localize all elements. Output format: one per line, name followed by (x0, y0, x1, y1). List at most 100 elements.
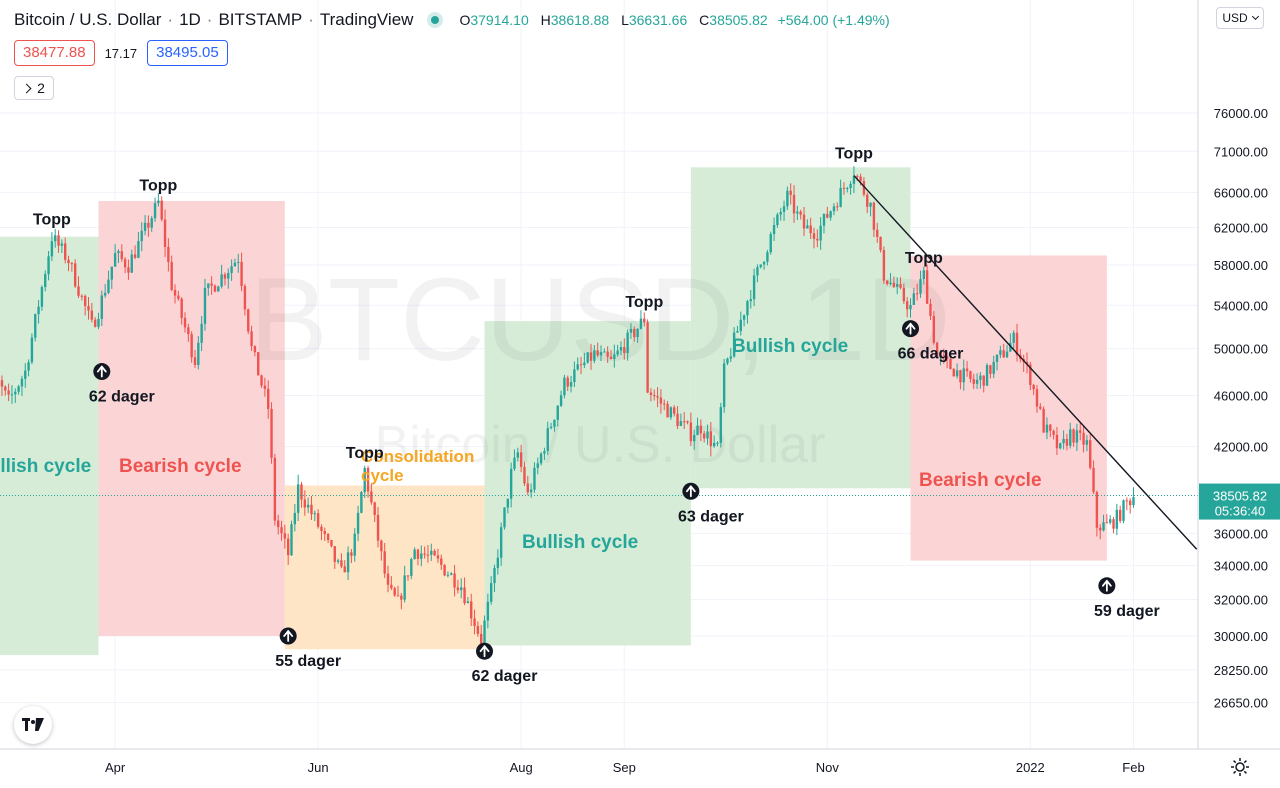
candle (659, 397, 663, 404)
sell-button[interactable]: 38477.88 (14, 40, 95, 66)
candle (140, 230, 143, 242)
candle (1012, 332, 1015, 343)
candle (150, 218, 153, 228)
candle (40, 287, 44, 307)
arrow-up-icon[interactable] (1098, 577, 1116, 595)
candle (113, 253, 117, 267)
chevron-down-icon (1251, 12, 1259, 21)
candle (433, 550, 436, 556)
candle (829, 211, 832, 218)
price-tick-label: 71000.00 (1214, 144, 1268, 159)
settings-gear-icon[interactable] (1230, 757, 1250, 777)
candle (1035, 389, 1039, 407)
interval-label[interactable]: 1D (179, 10, 201, 29)
candle (566, 377, 569, 387)
candle (656, 396, 659, 398)
tradingview-logo-icon[interactable] (14, 706, 52, 744)
candle (200, 323, 203, 343)
candle (596, 350, 599, 356)
time-tick-label: Nov (816, 760, 840, 775)
candle (416, 549, 420, 559)
candle (346, 552, 350, 573)
candle (253, 346, 257, 353)
low-value: 36631.66 (628, 12, 688, 28)
candle (323, 531, 326, 535)
candle (949, 358, 952, 370)
bull-zone (0, 236, 99, 656)
candle (57, 235, 60, 246)
low-label: L (621, 12, 629, 28)
candle (460, 587, 463, 591)
candle (24, 370, 27, 379)
candle (975, 379, 979, 384)
candle (353, 533, 356, 556)
candle (1039, 406, 1042, 409)
candle (47, 256, 50, 275)
candle (420, 553, 423, 559)
candle (729, 356, 732, 359)
candle (456, 587, 460, 591)
indicators-toggle-button[interactable]: 2 (14, 76, 54, 100)
candle (473, 618, 476, 627)
candle (480, 633, 483, 644)
candle (257, 352, 260, 376)
time-tick-label: 2022 (1016, 760, 1045, 775)
symbol-name[interactable]: Bitcoin / U.S. Dollar (14, 10, 162, 29)
arrow-up-glyph (685, 485, 696, 498)
candle (17, 386, 20, 392)
trendline[interactable] (853, 175, 1198, 550)
candle (982, 375, 985, 386)
candle (742, 315, 746, 320)
arrow-up-glyph (96, 365, 107, 378)
candle (719, 407, 723, 443)
candle (892, 282, 896, 287)
candle (1072, 429, 1075, 443)
candle (792, 194, 796, 214)
candle (376, 514, 380, 541)
last-price-tag[interactable] (1199, 483, 1280, 520)
candle (280, 527, 283, 534)
candle (217, 286, 220, 292)
candle (363, 468, 366, 493)
buy-button[interactable]: 38495.05 (147, 40, 228, 66)
candle (50, 241, 54, 257)
candle (370, 491, 373, 503)
arrow-up-icon[interactable] (902, 320, 920, 338)
candle (80, 295, 84, 297)
candle (386, 573, 390, 585)
candle (623, 347, 626, 354)
arrow-up-icon[interactable] (476, 642, 494, 660)
arrow-up-icon[interactable] (93, 363, 111, 381)
arrow-up-icon[interactable] (279, 627, 297, 645)
candle (709, 431, 713, 447)
candle (509, 468, 513, 499)
currency-select[interactable]: USD (1216, 7, 1264, 29)
candle (163, 219, 167, 247)
candle (296, 484, 300, 513)
close-label: C (699, 12, 710, 28)
candle (673, 407, 676, 414)
candle (390, 584, 393, 589)
candle (649, 392, 653, 396)
days-label: 63 dager (678, 508, 744, 525)
candle (383, 551, 386, 574)
candle (789, 190, 792, 195)
candle (423, 553, 426, 555)
candle (333, 546, 336, 562)
candle (373, 502, 376, 515)
candle (1092, 467, 1095, 493)
candle (143, 222, 147, 231)
bull-zone (484, 321, 691, 646)
candle (749, 299, 752, 302)
candle (240, 261, 243, 287)
candle (410, 559, 413, 576)
candle (626, 332, 629, 354)
candle (759, 264, 762, 268)
candle (686, 421, 689, 423)
candle (306, 504, 310, 508)
arrow-up-icon[interactable] (682, 482, 700, 500)
bid-ask-panel: 38477.88 17.17 38495.05 (14, 40, 228, 66)
candle (403, 575, 406, 600)
